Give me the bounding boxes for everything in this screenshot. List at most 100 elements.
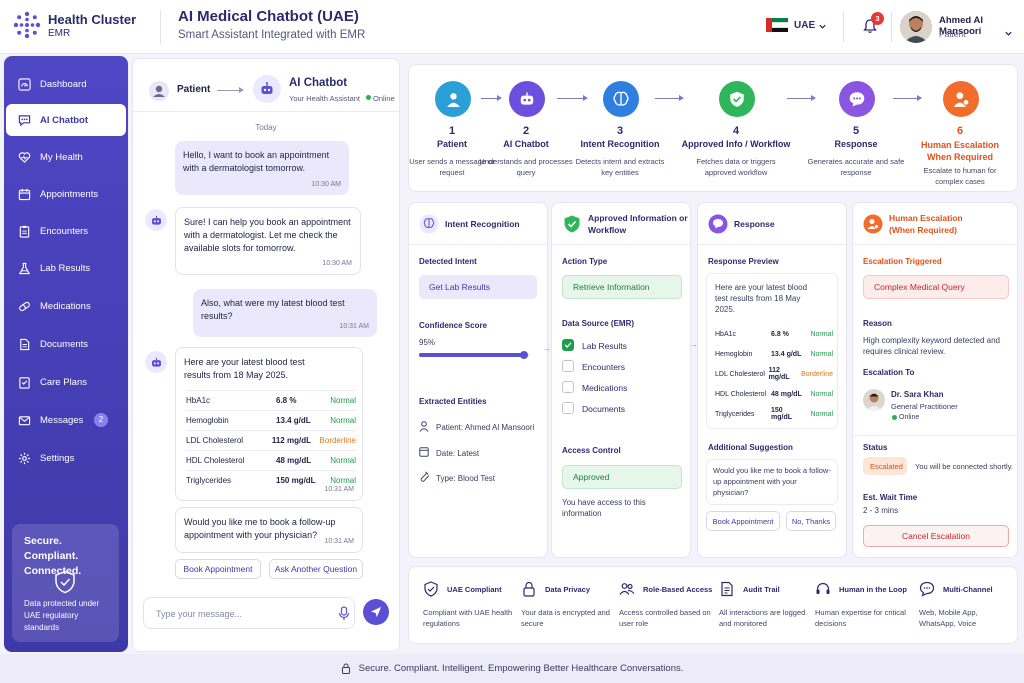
- message-time: 10:31 AM: [324, 486, 354, 493]
- sidebar-item-encounters[interactable]: Encounters: [6, 215, 126, 247]
- dashboard-icon: [18, 77, 31, 91]
- chat-bubble-icon: [919, 581, 935, 597]
- heart-icon: [18, 151, 31, 163]
- checkbox-label: Documents: [582, 404, 625, 414]
- documents-checkbox[interactable]: [562, 402, 574, 414]
- user-support-icon: [863, 214, 883, 234]
- uae-flag-icon[interactable]: [766, 18, 788, 32]
- sidebar-item-ai-chatbot[interactable]: AI Chatbot: [6, 104, 126, 136]
- shield-check-icon: [564, 215, 580, 233]
- chevron-down-icon[interactable]: [1004, 29, 1013, 38]
- user-icon: [419, 421, 429, 432]
- chevron-down-icon[interactable]: [818, 22, 827, 31]
- data-source-label: Data Source (EMR): [562, 319, 635, 328]
- user-role: Patient: [939, 29, 966, 39]
- table-row: Triglycerides 150 mg/dL Normal: [715, 407, 833, 421]
- doctor-status: Online: [899, 414, 920, 421]
- shield-check-icon: [719, 81, 755, 117]
- user-icon: [435, 81, 471, 117]
- ask-another-question-button[interactable]: Ask Another Question: [269, 559, 363, 579]
- message-time: 10:31 AM: [324, 538, 354, 545]
- wait-time-label: Est. Wait Time: [863, 493, 918, 502]
- brand-sub: EMR: [48, 28, 71, 39]
- doctor-name: Dr. Sara Khan: [891, 390, 944, 399]
- sidebar-item-label: Settings: [40, 452, 75, 464]
- medications-checkbox[interactable]: [562, 381, 574, 393]
- entity-item: Date: Latest: [436, 449, 480, 458]
- sidebar-item-my-health[interactable]: My Health: [6, 141, 126, 173]
- sidebar-item-label: My Health: [40, 151, 83, 163]
- brain-icon: [603, 81, 639, 117]
- lab-results-checkbox[interactable]: [562, 339, 574, 351]
- access-status-value: Approved: [562, 465, 682, 489]
- access-control-label: Access Control: [562, 446, 621, 455]
- language-selector[interactable]: UAE: [794, 20, 816, 31]
- sidebar-item-label: Appointments: [40, 188, 99, 200]
- footer-text: Secure. Compliant. Intelligent. Empoweri…: [358, 663, 684, 674]
- sidebar-item-label: Medications: [40, 300, 91, 312]
- mail-icon: [18, 415, 31, 425]
- table-row: HDL Cholesterol 48 mg/dL Normal: [186, 450, 356, 470]
- pill-icon: [19, 301, 30, 311]
- calendar-icon: [419, 447, 429, 457]
- secure-desc: Data protected under UAE regulatory stan…: [24, 599, 100, 632]
- test-tube-icon: [420, 471, 429, 482]
- status-label: Status: [863, 443, 888, 452]
- bot-subtitle: Your Health Assistant: [289, 94, 361, 103]
- gear-icon: [18, 452, 31, 464]
- checkbox-label: Lab Results: [582, 341, 627, 351]
- checkbox-label: Medications: [582, 383, 628, 393]
- card-title: Human Escalation (When Required): [889, 213, 963, 235]
- sidebar-item-settings[interactable]: Settings: [6, 442, 126, 474]
- patient-icon: [149, 81, 169, 101]
- robot-icon: [151, 357, 161, 367]
- encounters-checkbox[interactable]: [562, 360, 574, 372]
- table-row: Triglycerides 150 mg/dL Normal: [186, 470, 356, 490]
- book-appointment-button[interactable]: Book Appointment: [706, 511, 780, 531]
- book-appointment-button[interactable]: Book Appointment: [175, 559, 261, 579]
- table-row: Hemoglobin 13.4 g/dL Normal: [186, 410, 356, 430]
- reason-text: High complexity keyword detected and req…: [863, 336, 1000, 356]
- secure-title: Secure. Compliant. Connected.: [24, 535, 82, 577]
- user-name: Ahmed Al Mansoori: [939, 15, 983, 37]
- users-icon: [619, 583, 635, 595]
- sidebar-item-care-plans[interactable]: Care Plans: [6, 366, 126, 398]
- table-row: HbA1c 6.8 % Normal: [186, 390, 356, 410]
- workflow-steps-panel: 1 Patient User sends a message or request …: [408, 64, 1018, 192]
- day-separator: Today: [255, 123, 277, 132]
- chat-message-bot: Would you like me to book a follow-up ap…: [175, 507, 363, 553]
- send-button[interactable]: [363, 599, 389, 625]
- additional-suggestion-label: Additional Suggestion: [708, 443, 793, 452]
- sidebar-item-messages[interactable]: Messages 2: [6, 404, 126, 436]
- avatar[interactable]: [900, 11, 932, 43]
- bot-name: AI Chatbot: [289, 77, 348, 89]
- chat-message-user: Also, what were my latest blood test res…: [193, 289, 377, 337]
- features-panel: UAE Compliant Compliant with UAE health r…: [408, 566, 1018, 644]
- message-input[interactable]: Type your message...: [143, 597, 355, 629]
- table-row: Hemoglobin 13.4 g/dL Normal: [715, 350, 833, 358]
- microphone-icon[interactable]: [338, 606, 350, 621]
- table-row: LDL Cholesterol 112 mg/dL Borderline: [715, 367, 833, 381]
- reason-label: Reason: [863, 319, 892, 328]
- intent-recognition-card: Intent Recognition Detected Intent Get L…: [408, 202, 548, 558]
- sidebar-item-label: Care Plans: [40, 376, 87, 388]
- chat-panel: Patient AI Chatbot Your Health Assistant…: [132, 58, 400, 652]
- sidebar-item-documents[interactable]: Documents: [6, 328, 126, 360]
- entities-label: Extracted Entities: [419, 397, 487, 406]
- sidebar-item-appointments[interactable]: Appointments: [6, 178, 126, 210]
- no-thanks-button[interactable]: No, Thanks: [786, 511, 836, 531]
- response-card: Response Response Preview Here are your …: [697, 202, 847, 558]
- connector-arrow-icon: →: [689, 339, 698, 349]
- page-subtitle: Smart Assistant Integrated with EMR: [178, 29, 366, 41]
- sidebar: Dashboard AI Chatbot My Health Appointme…: [4, 56, 128, 652]
- lock-icon: [523, 581, 535, 597]
- sidebar-item-label: Lab Results: [40, 262, 91, 274]
- sidebar-item-label: Messages: [40, 414, 84, 426]
- action-type-value: Retrieve Information: [562, 275, 682, 299]
- sidebar-item-medications[interactable]: Medications: [6, 290, 126, 322]
- bot-avatar: [253, 75, 281, 103]
- approved-information-card: Approved Information or Workflow Action …: [551, 202, 691, 558]
- sidebar-item-lab-results[interactable]: Lab Results: [6, 252, 126, 284]
- sidebar-item-dashboard[interactable]: Dashboard: [6, 68, 126, 100]
- cancel-escalation-button[interactable]: Cancel Escalation: [863, 525, 1009, 547]
